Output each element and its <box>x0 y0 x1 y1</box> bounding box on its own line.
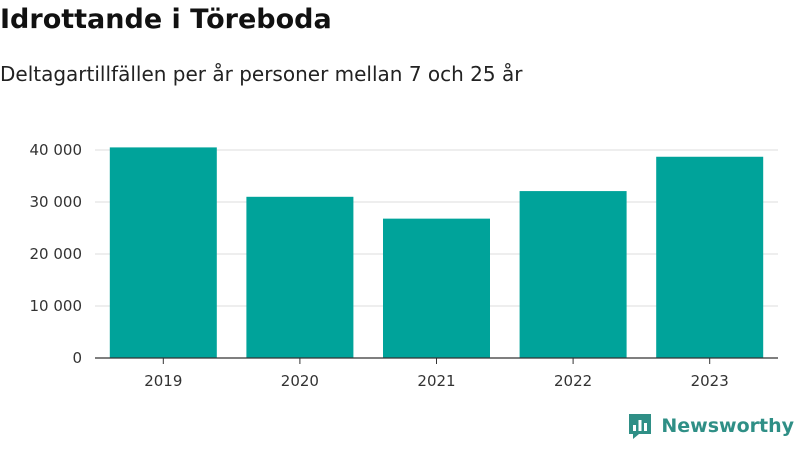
chart-subtitle: Deltagartillfällen per år personer mella… <box>0 62 523 86</box>
y-tick-label: 40 000 <box>30 141 83 159</box>
bar <box>519 191 627 358</box>
bar <box>383 218 490 358</box>
y-tick-label: 10 000 <box>30 297 83 315</box>
bar <box>656 156 764 358</box>
axes: 0 10 000 20 000 30 000 40 000 2019 2020 2021 202… <box>30 141 778 390</box>
x-tick-label: 2020 <box>281 372 319 390</box>
brand-name: Newsworthy <box>661 415 794 437</box>
y-tick-label: 20 000 <box>30 245 83 263</box>
chart-title: Idrottande i Töreboda <box>0 4 332 35</box>
brand[interactable]: Newsworthy <box>627 412 794 440</box>
y-tick-label: 30 000 <box>30 193 83 211</box>
x-tick-label: 2021 <box>417 372 455 390</box>
bars <box>109 147 764 358</box>
x-tick-label: 2022 <box>554 372 592 390</box>
bar <box>109 147 217 358</box>
x-tick-label: 2019 <box>144 372 182 390</box>
y-tick-label: 0 <box>72 349 82 367</box>
newsworthy-logo-icon <box>629 414 652 439</box>
bar <box>246 196 354 358</box>
x-tick-label: 2023 <box>691 372 729 390</box>
